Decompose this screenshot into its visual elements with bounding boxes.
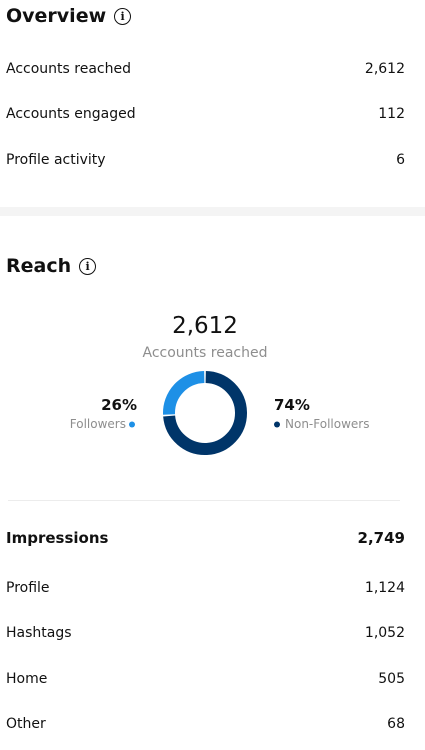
reach-total-label: Accounts reached [142, 345, 268, 361]
info-icon[interactable]: i [79, 258, 97, 275]
legend-dot [129, 421, 135, 428]
row-label: Other [6, 715, 46, 732]
donut-segment [163, 371, 247, 455]
value-label: 26% [101, 396, 137, 414]
row-label: Profile activity [6, 152, 106, 168]
donut-segment [163, 371, 205, 415]
row-value: 6 [396, 152, 405, 168]
section-title: Overview [6, 5, 107, 27]
section-header: Overview i [6, 4, 132, 28]
row-label: Home [6, 670, 48, 687]
legend-label: Non-Followers [285, 417, 370, 431]
row-value: 1,124 [364, 580, 405, 596]
legend-dot [274, 421, 280, 428]
impressions-title: Impressions [6, 529, 109, 547]
row-label: Accounts reached [6, 61, 131, 77]
reach-total: 2,612 [172, 313, 238, 339]
section-header: Reach i [6, 254, 97, 278]
legend-label: Followers [69, 417, 126, 431]
row-value: 1,052 [364, 625, 405, 642]
info-icon[interactable]: i [114, 8, 132, 25]
section-title: Reach [6, 255, 72, 277]
row-label: Hashtags [6, 625, 72, 642]
section-separator [0, 207, 425, 216]
row-value: 505 [378, 670, 405, 687]
value-label: 74% [274, 396, 310, 414]
impressions-total: 2,749 [357, 529, 405, 547]
row-value: 2,612 [364, 61, 405, 77]
row-label: Profile [6, 580, 50, 596]
row-label: Accounts engaged [6, 106, 136, 122]
row-value: 68 [387, 715, 405, 732]
divider [8, 500, 400, 501]
row-value: 112 [378, 106, 405, 122]
